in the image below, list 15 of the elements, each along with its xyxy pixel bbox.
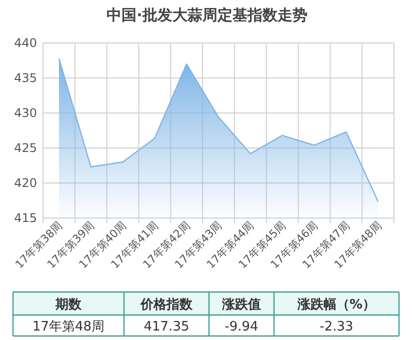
text: 期数 (54, 298, 82, 312)
text: -2.33 (320, 320, 354, 334)
y-tick-label: 430 (14, 106, 37, 120)
y-tick-label: 415 (14, 211, 37, 225)
y-tick-label: 425 (14, 141, 37, 155)
text: 417.35 (144, 320, 190, 334)
y-tick-label: 440 (14, 36, 37, 50)
text: 17年第48周 (32, 320, 105, 334)
text: -9.94 (224, 320, 258, 334)
y-tick-label: 420 (14, 176, 37, 190)
text: 涨跌值 (221, 298, 261, 312)
chart-title: 中国·批发大蒜周定基指数走势 (106, 6, 308, 24)
text: 价格指数 (140, 298, 194, 312)
y-tick-label: 435 (14, 71, 37, 85)
text: 涨跌幅（%） (296, 298, 376, 312)
